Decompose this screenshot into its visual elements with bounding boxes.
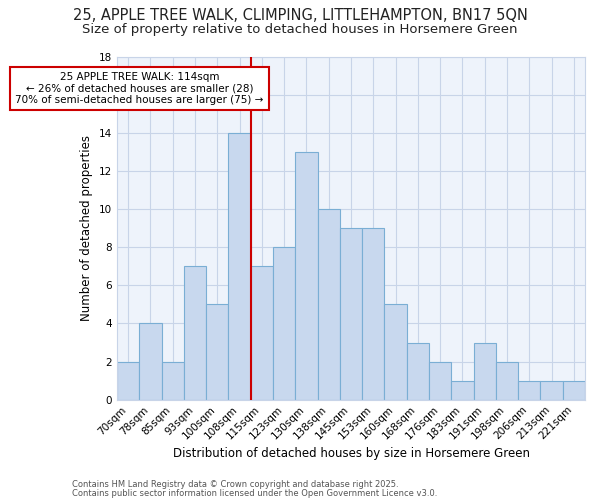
Bar xyxy=(385,304,407,400)
Bar xyxy=(139,324,161,400)
Bar xyxy=(251,266,273,400)
Bar xyxy=(229,133,251,400)
Bar xyxy=(317,209,340,400)
Text: Contains public sector information licensed under the Open Government Licence v3: Contains public sector information licen… xyxy=(72,488,437,498)
Bar xyxy=(340,228,362,400)
Bar xyxy=(407,342,429,400)
Bar xyxy=(541,380,563,400)
Text: Size of property relative to detached houses in Horsemere Green: Size of property relative to detached ho… xyxy=(82,22,518,36)
Bar xyxy=(117,362,139,400)
Y-axis label: Number of detached properties: Number of detached properties xyxy=(80,135,94,321)
Text: Contains HM Land Registry data © Crown copyright and database right 2025.: Contains HM Land Registry data © Crown c… xyxy=(72,480,398,489)
Bar xyxy=(473,342,496,400)
Bar xyxy=(563,380,585,400)
Bar xyxy=(184,266,206,400)
Bar xyxy=(451,380,473,400)
Bar xyxy=(295,152,317,400)
Bar xyxy=(429,362,451,400)
Text: 25 APPLE TREE WALK: 114sqm
← 26% of detached houses are smaller (28)
70% of semi: 25 APPLE TREE WALK: 114sqm ← 26% of deta… xyxy=(15,72,263,105)
Bar xyxy=(206,304,229,400)
Bar xyxy=(362,228,385,400)
X-axis label: Distribution of detached houses by size in Horsemere Green: Distribution of detached houses by size … xyxy=(173,447,530,460)
Bar xyxy=(496,362,518,400)
Bar xyxy=(161,362,184,400)
Bar xyxy=(273,247,295,400)
Bar xyxy=(518,380,541,400)
Text: 25, APPLE TREE WALK, CLIMPING, LITTLEHAMPTON, BN17 5QN: 25, APPLE TREE WALK, CLIMPING, LITTLEHAM… xyxy=(73,8,527,22)
